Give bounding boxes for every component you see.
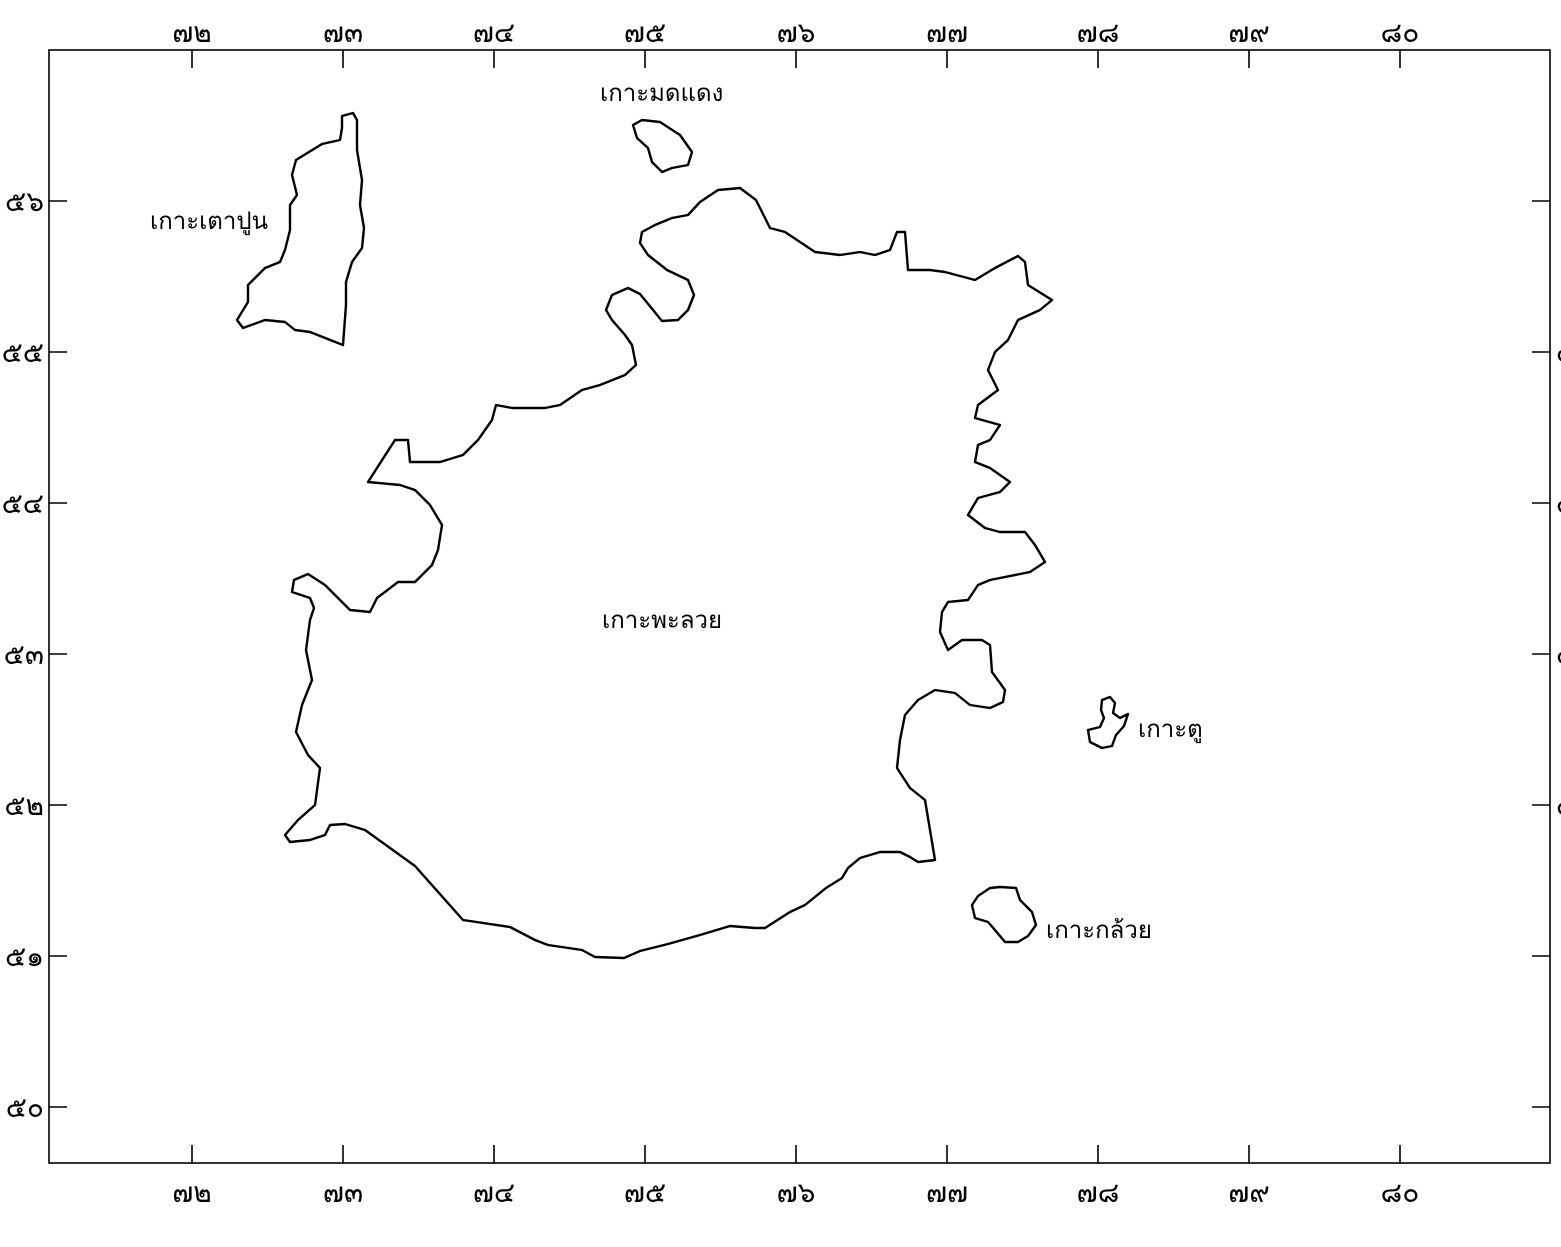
ko-tu-coastline — [1086, 695, 1130, 750]
map-frame — [48, 49, 1551, 1164]
x-tick-label: ๗๙ — [1228, 16, 1270, 49]
y-tick-label: ๕๔ — [1556, 487, 1561, 520]
y-tick-label: ๕๓ — [4, 638, 44, 671]
y-tick-label: ๕๕ — [1556, 336, 1561, 369]
y-tick-labels-left: ๕๖ ๕๕ ๕๔ ๕๓ ๕๒ ๕๑ ๕๐ — [2, 185, 44, 1124]
y-tick-label: ๕๑ — [5, 940, 44, 973]
x-tick-label: ๗๗ — [926, 16, 968, 49]
y-tick-label: ๕๕ — [2, 336, 44, 369]
x-tick-label: ๘๐ — [1381, 1176, 1420, 1209]
x-tick-label: ๗๒ — [172, 1176, 212, 1209]
x-tick-labels-top: ๗๒ ๗๓ ๗๔ ๗๕ ๗๖ ๗๗ ๗๘ ๗๙ ๘๐ — [172, 16, 1419, 49]
y-tick-label: ๕๒ — [4, 789, 44, 822]
x-tick-label: ๗๓ — [323, 16, 363, 49]
y-tick-label: ๕๐ — [6, 1091, 44, 1124]
y-tick-label: ๕๓ — [1556, 638, 1561, 671]
x-tick-label: ๗๒ — [172, 16, 212, 49]
x-tick-label: ๗๔ — [473, 1176, 515, 1209]
y-tick-label: ๕๖ — [5, 185, 44, 218]
label-ko-phaluai: เกาะพะลวย — [602, 606, 722, 634]
label-ko-tu: เกาะตู — [1138, 715, 1203, 744]
ko-phaluai-coastline — [283, 186, 1054, 960]
x-tick-label: ๗๕ — [624, 1176, 666, 1209]
ko-tao-pun-coastline — [235, 111, 366, 347]
x-tick-label: ๗๗ — [926, 1176, 968, 1209]
x-tick-label: ๗๖ — [777, 16, 816, 49]
x-tick-labels-bottom: ๗๒ ๗๓ ๗๔ ๗๕ ๗๖ ๗๗ ๗๘ ๗๙ ๘๐ — [172, 1176, 1419, 1209]
tick-marks — [49, 50, 1550, 1163]
label-ko-kluai: เกาะกล้วย — [1046, 916, 1152, 944]
ko-mot-daeng-coastline — [631, 118, 694, 174]
label-ko-tao-pun: เกาะเตาปูน — [150, 207, 268, 236]
x-tick-label: ๗๘ — [1077, 16, 1120, 49]
label-ko-mot-daeng: เกาะมดแดง — [600, 79, 723, 107]
x-tick-label: ๗๕ — [624, 16, 666, 49]
y-tick-label: ๕๔ — [2, 487, 44, 520]
ko-kluai-coastline — [970, 885, 1038, 944]
x-tick-label: ๗๓ — [323, 1176, 363, 1209]
x-tick-label: ๗๖ — [777, 1176, 816, 1209]
x-tick-label: ๗๘ — [1077, 1176, 1120, 1209]
y-tick-label: ๕๒ — [1556, 789, 1561, 822]
x-tick-label: ๗๙ — [1228, 1176, 1270, 1209]
y-tick-labels-right: ๕๕ ๕๔ ๕๓ ๕๒ — [1556, 336, 1561, 822]
x-tick-label: ๘๐ — [1381, 16, 1420, 49]
x-tick-label: ๗๔ — [473, 16, 515, 49]
